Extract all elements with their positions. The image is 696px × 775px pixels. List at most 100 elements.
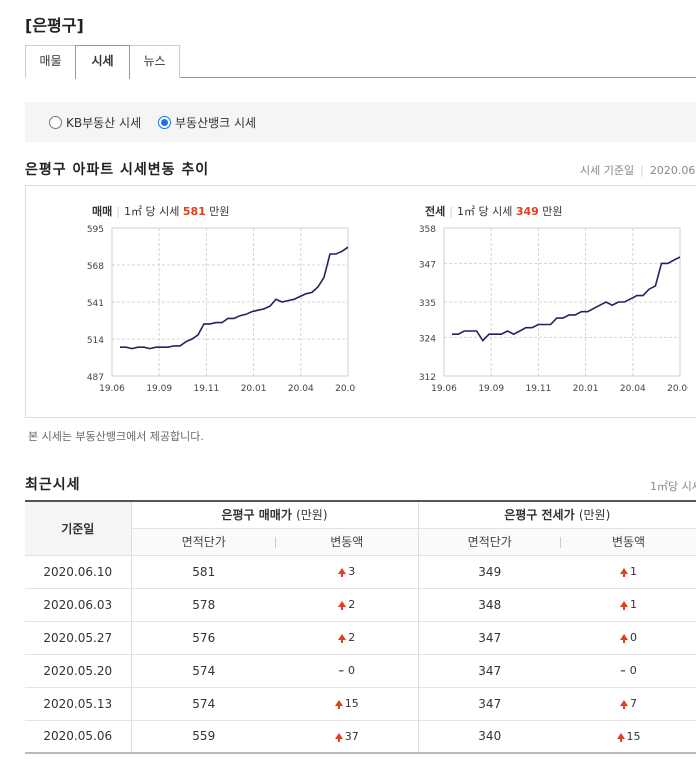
cell-date: 2020.05.27: [25, 621, 132, 655]
col-group-sale-unit: (만원): [296, 508, 328, 523]
table-row: 2020.05.06 559 37 340 15: [25, 720, 696, 754]
cell-sale-change-value: 37: [344, 729, 359, 743]
tab-news[interactable]: 뉴스: [129, 45, 180, 78]
x-tick-label: 19.09: [146, 384, 172, 394]
cell-jeonse-price: 348: [417, 588, 561, 622]
arrow-up-icon: [334, 700, 343, 709]
cell-sale-price: 559: [131, 720, 276, 754]
series-line: [452, 256, 681, 342]
col-group-jeonse-label: 은평구 전세가: [504, 508, 575, 523]
sale-chart-value: 581: [182, 205, 206, 218]
table-row: 2020.05.20 574–0 347–0: [25, 654, 696, 688]
y-tick-label: 595: [87, 225, 104, 235]
price-source-selector: KB부동산 시세 부동산뱅크 시세: [25, 102, 696, 142]
chart-panel: 매매 | 1㎡ 당 시세 581 만원 전세 | 1㎡ 당 시세 349 만원 487 5…: [25, 185, 696, 418]
radio-bank[interactable]: 부동산뱅크 시세: [158, 114, 256, 131]
y-tick-label: 335: [419, 299, 436, 309]
cell-jeonse-price: 347: [417, 621, 561, 655]
cell-jeonse-change-value: 7: [630, 697, 637, 710]
radio-kb-label: KB부동산 시세: [66, 116, 142, 130]
dash-icon: –: [338, 664, 345, 677]
radio-circle-unchecked[interactable]: [49, 116, 62, 129]
cell-sale-change: 2: [276, 621, 418, 655]
x-tick-label: 20.04: [288, 384, 314, 394]
cell-date: 2020.06.03: [25, 588, 132, 622]
cell-date: 2020.05.20: [25, 654, 132, 688]
sale-chart-kind: 매매: [92, 205, 113, 218]
divider: |: [640, 164, 644, 177]
cell-sale-change: 15: [276, 687, 418, 721]
cell-jeonse-change-value: 15: [626, 729, 641, 743]
cell-jeonse-price: 340: [417, 720, 561, 754]
arrow-up-icon: [338, 601, 347, 610]
page-title: [은평구]: [25, 16, 84, 35]
cell-jeonse-change: 0: [561, 621, 696, 655]
unit-note: 1㎡당 시세: [650, 480, 696, 493]
cell-date: 2020.05.13: [25, 687, 132, 721]
y-tick-label: 347: [419, 260, 436, 270]
y-tick-label: 312: [419, 373, 436, 383]
arrow-up-icon: [620, 700, 628, 709]
cell-sale-price: 574: [131, 654, 276, 688]
cell-date: 2020.06.10: [25, 555, 132, 589]
cell-jeonse-change: –0: [561, 654, 696, 688]
table-row: 2020.05.27 576 2 347 0: [25, 621, 696, 655]
cell-sale-change-value: 15: [344, 697, 359, 710]
cell-jeonse-change: 15: [561, 720, 696, 754]
col-group-sale: 은평구 매매가 (만원): [131, 501, 418, 529]
cell-jeonse-change-value: 0: [630, 631, 637, 644]
recent-title: 최근시세: [25, 477, 81, 493]
table-row: 2020.05.13 574 15 347 7: [25, 687, 696, 721]
cell-sale-change: 37: [276, 720, 418, 754]
jeonse-chart-kind: 전세: [425, 205, 446, 218]
cell-date: 2020.05.06: [25, 720, 132, 754]
cell-jeonse-price: 347: [417, 687, 561, 721]
col-header-jeonse-price: 면적단가: [417, 528, 562, 556]
price-date-label: 시세 기준일: [580, 164, 635, 177]
jeonse-chart-value: 349: [515, 205, 539, 218]
table-row: 2020.06.10 581 3 349 1: [25, 555, 696, 589]
sale-price-chart: 487 514 541 568 595 19.06 19.09 19.11 20.01 20.04…: [87, 225, 356, 394]
price-date-value: 2020.06.1: [649, 164, 696, 177]
y-tick-label: 568: [87, 262, 104, 272]
cell-sale-price: 578: [131, 588, 276, 622]
x-tick-label: 19.06: [99, 384, 125, 394]
cell-sale-price: 576: [131, 621, 276, 655]
y-tick-label: 324: [419, 334, 436, 344]
cell-sale-change-value: 2: [348, 598, 356, 611]
tab-listings[interactable]: 매물: [25, 45, 76, 78]
cell-jeonse-change-value: 0: [629, 664, 637, 677]
x-tick-label: 19.09: [478, 384, 504, 394]
cell-sale-change: –0: [276, 654, 418, 688]
cell-jeonse-change: 1: [561, 588, 696, 622]
cell-jeonse-change-value: 1: [630, 598, 637, 611]
cell-sale-price: 574: [131, 687, 276, 721]
y-tick-label: 541: [87, 299, 104, 309]
arrow-up-icon: [334, 732, 343, 742]
jeonse-chart-header: 전세 | 1㎡ 당 시세 349 만원: [425, 203, 563, 219]
x-tick-label: 20.01: [241, 384, 267, 394]
x-tick-label: 19.11: [526, 384, 552, 394]
x-tick-label: 20.06: [335, 384, 356, 394]
x-tick-label: 19.06: [431, 384, 457, 394]
col-header-sale-change: 변동액: [276, 528, 418, 556]
recent-price-table: 기준일 은평구 매매가 (만원) 은평구 전세가 (만원) 면적단가 변동액 면…: [25, 500, 696, 754]
source-note: 본 시세는 부동산뱅크에서 제공합니다.: [28, 430, 204, 443]
divider: |: [116, 205, 120, 218]
jeonse-price-chart: 312 324 335 347 358 19.06 19.09 19.11 20.01 20.04…: [419, 225, 688, 394]
x-tick-label: 20.06: [667, 384, 688, 394]
sale-chart-unit: 1㎡ 당 시세: [123, 205, 180, 218]
jeonse-chart-unit-suffix: 만원: [542, 205, 563, 218]
trend-title: 은평구 아파트 시세변동 추이: [25, 162, 210, 178]
tab-price[interactable]: 시세: [75, 45, 130, 79]
cell-sale-change-value: 0: [348, 664, 355, 677]
radio-circle-checked[interactable]: [158, 116, 171, 129]
x-tick-label: 19.11: [194, 384, 220, 394]
col-group-jeonse: 은평구 전세가 (만원): [417, 501, 696, 529]
x-tick-label: 20.01: [573, 384, 599, 394]
arrow-up-icon: [620, 568, 628, 577]
col-header-jeonse-change: 변동액: [561, 528, 696, 556]
arrow-up-icon: [616, 732, 625, 742]
cell-sale-change: 3: [276, 555, 418, 589]
radio-kb[interactable]: KB부동산 시세: [49, 114, 141, 131]
